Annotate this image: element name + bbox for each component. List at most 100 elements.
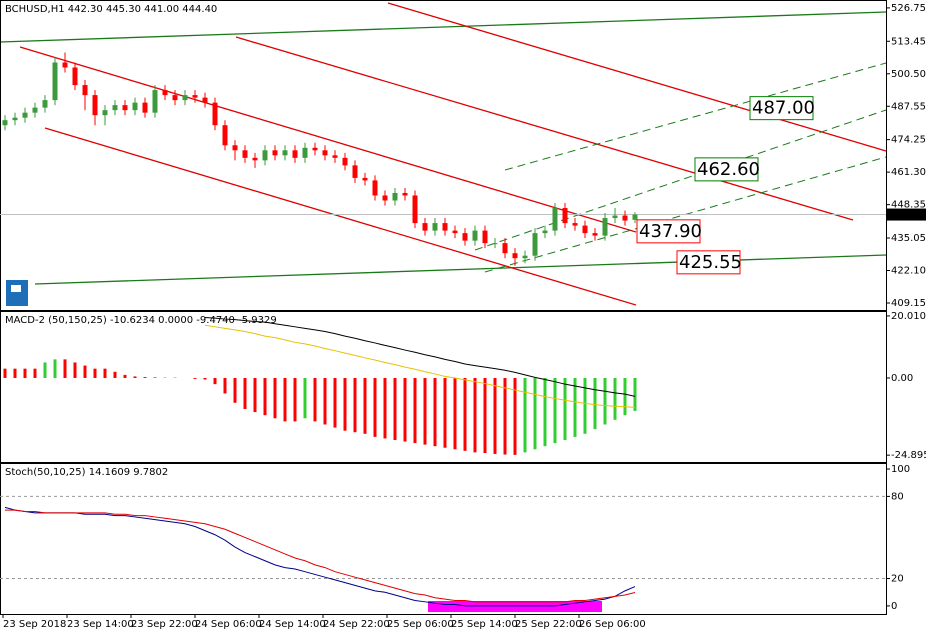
candle-body [562, 208, 568, 224]
candle-body [342, 157, 348, 166]
macd-bar [443, 377, 447, 448]
candle-body [622, 215, 628, 221]
x-tick-label: 23 Sep 22:00 [131, 619, 198, 630]
y-tick-label: 448.35 [891, 200, 926, 211]
candle-body [52, 62, 58, 101]
trend-line [44, 127, 637, 306]
y-tick-label: 487.55 [891, 101, 926, 112]
candle-body [322, 150, 328, 156]
macd-bar [43, 362, 47, 378]
macd-bar [283, 377, 287, 422]
candle-body [632, 214, 638, 220]
candle-body [92, 95, 98, 116]
highlight-box [428, 601, 602, 612]
candle-body [262, 150, 268, 161]
candle-body [602, 218, 608, 236]
candle-body [102, 110, 108, 116]
macd-bar [153, 377, 157, 378]
candle-body [492, 243, 498, 245]
candle-body [532, 233, 538, 256]
price-label: 425.55 [679, 252, 742, 273]
candle-body [152, 90, 158, 113]
price-label: 437.90 [639, 221, 702, 242]
candle-body [162, 90, 168, 96]
macd-bar [353, 377, 357, 433]
candle-body [202, 97, 208, 103]
candle-body [352, 165, 358, 178]
macd-bar [463, 377, 467, 451]
macd-bar [113, 371, 117, 378]
macd-bar [233, 377, 237, 403]
panel-frame [0, 0, 887, 311]
y-tick-label: 409.15 [891, 298, 926, 309]
candle-body [62, 62, 68, 68]
candle-body [392, 192, 398, 201]
candle-body [472, 230, 478, 241]
macd-bar [223, 377, 227, 394]
trend-line [387, 2, 887, 152]
trend-line [34, 254, 887, 285]
y-tick-label: 422.10 [891, 266, 926, 277]
macd-bar [553, 377, 557, 444]
y-tick-label: 500.50 [891, 69, 926, 80]
x-tick-label: 26 Sep 06:00 [579, 619, 646, 630]
indicator-line [4, 506, 636, 607]
candle-body [252, 157, 258, 161]
macd-bar [603, 377, 607, 425]
logo [6, 280, 28, 306]
macd-bar [343, 377, 347, 431]
macd-bar [13, 368, 17, 378]
candle-body [2, 120, 8, 126]
fan-line [474, 109, 887, 251]
macd-bar [193, 377, 197, 379]
macd-bar [403, 377, 407, 442]
macd-bar [453, 377, 457, 450]
price-label: 487.00 [752, 98, 815, 119]
candle-body [272, 150, 278, 156]
candle-body [512, 253, 518, 259]
x-tick-label: 23 Sep 2018 [3, 619, 66, 630]
macd-bar [143, 377, 147, 378]
y-tick-label: 474.25 [891, 135, 926, 146]
x-tick-label: 25 Sep 22:00 [515, 619, 582, 630]
macd-bar [523, 377, 527, 453]
macd-bar [123, 374, 127, 378]
macd-bar [423, 377, 427, 445]
candle-body [542, 230, 548, 234]
candle-body [222, 125, 228, 146]
trend-lines [0, 2, 887, 306]
y-tick-label: 526.75 [891, 3, 926, 14]
candle-body [172, 95, 178, 101]
y-tick-label: 20.0103 [891, 311, 926, 322]
y-tick-label: 0.00 [891, 373, 913, 384]
y-tick-label: 435.05 [891, 233, 926, 244]
candle-body [122, 105, 128, 111]
macd-bar [373, 377, 377, 437]
candle-body [432, 223, 438, 231]
price-label-box [749, 96, 814, 121]
macd-bar [73, 362, 77, 378]
candle-body [22, 112, 28, 118]
candle-body [182, 95, 188, 101]
macd-bar [93, 368, 97, 378]
y-tick-label: 20 [891, 574, 904, 585]
panel-frame [0, 311, 887, 463]
macd-bar [613, 377, 617, 420]
candle-body [422, 223, 428, 231]
macd-bar [543, 377, 547, 447]
candle-body [402, 192, 408, 196]
macd-bar [533, 377, 537, 450]
panel-title: BCHUSD,H1 442.30 445.30 441.00 444.40 [5, 4, 217, 15]
macd-bar [333, 377, 337, 428]
trend-line [235, 36, 854, 221]
current-price-label: 444.40 [891, 210, 926, 221]
y-tick-label: 461.30 [891, 167, 926, 178]
candle-body [292, 150, 298, 158]
macd-bar [103, 368, 107, 378]
candle-body [442, 223, 448, 231]
candle-body [522, 255, 528, 259]
price-label-box [636, 219, 701, 244]
logo [11, 285, 21, 292]
x-tick-label: 23 Sep 14:00 [67, 619, 134, 630]
price-label-box [694, 157, 759, 182]
